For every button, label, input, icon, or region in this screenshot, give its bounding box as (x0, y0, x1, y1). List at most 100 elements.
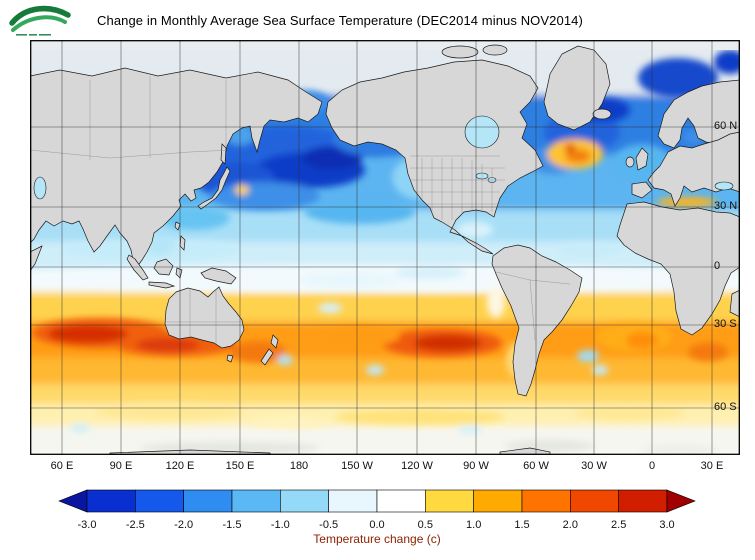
sst-anomaly-blob (414, 335, 482, 351)
sst-anomaly-blob (235, 185, 249, 195)
colorbar-segment (521, 489, 571, 513)
colorbar-arrow-right (666, 489, 696, 513)
colorbar-segment (425, 489, 474, 513)
land-sumatra (126, 254, 149, 281)
colorbar-arrow-left (58, 489, 88, 513)
ocean-band (30, 292, 740, 322)
land-australia (164, 286, 245, 349)
lon-label: 180 (289, 460, 309, 472)
land-iberia (631, 181, 653, 199)
colorbar-tick-label: -2.0 (174, 519, 193, 531)
sst-anomaly-blob (555, 243, 625, 257)
latitude-axis-labels: 60 N 30 N 0 30 S 60 S (714, 0, 754, 560)
sst-anomaly-blob (626, 332, 658, 348)
sst-anomaly-blob (250, 416, 330, 428)
colorbar-tick-label: 3.0 (659, 519, 674, 531)
land-new-zealand-south (260, 348, 274, 366)
land-ireland (625, 156, 635, 168)
colorbar-segment (86, 489, 136, 513)
sst-anomaly-blob (592, 365, 608, 375)
colorbar-segment (135, 489, 184, 513)
land-layer (30, 40, 740, 455)
sst-anomaly-blob (302, 146, 362, 170)
world-map (30, 40, 740, 455)
colorbar-tick-label: -1.0 (271, 519, 290, 531)
sst-anomaly-blob (487, 286, 505, 318)
lat-label: 60 N (714, 120, 738, 132)
land-new-zealand-north (270, 334, 279, 349)
sst-anomaly-blob (640, 445, 720, 455)
sst-anomaly-blob (320, 326, 400, 346)
land-sakhalin (220, 143, 227, 165)
sst-anomaly-blob (300, 272, 400, 288)
sst-anomaly-blob (48, 325, 128, 343)
lon-label: 90 W (463, 460, 489, 472)
sst-anomaly-blob (565, 144, 575, 152)
land-somalia (30, 245, 43, 272)
black-sea (714, 181, 734, 191)
land-taiwan (174, 221, 181, 231)
logo-icon (9, 5, 71, 36)
lon-label: 30 W (581, 460, 607, 472)
land-africa (616, 201, 740, 336)
colorbar-tick-label: 2.0 (563, 519, 578, 531)
lon-label: 60 E (50, 460, 74, 472)
lon-label: 120 W (401, 460, 433, 472)
eurasia-borders (30, 76, 271, 160)
colorbar-segment (473, 489, 523, 513)
colorbar-tick-label: -2.5 (126, 519, 145, 531)
ocean-band (30, 384, 740, 404)
sst-anomaly-blob (95, 404, 245, 420)
lon-label: 150 W (341, 460, 373, 472)
lon-label: 150 E (225, 460, 255, 472)
arctic-islands (441, 45, 479, 59)
land-north-america (325, 59, 544, 255)
colorbar-tick-label: -0.5 (319, 519, 338, 531)
land-new-guinea (200, 267, 237, 285)
colorbar-segment (618, 489, 668, 513)
colorbar: -3.0 -2.5 -2.0 -1.5 -1.0 -0.5 0.0 0.5 1.0 1.5 2.0 2… (57, 488, 697, 534)
land-java (148, 281, 176, 289)
colorbar-tick-label: 1.5 (514, 519, 529, 531)
north-america-borders (410, 155, 505, 220)
colorbar-tick-label: 0.5 (418, 519, 433, 531)
colorbar-tick-label: -3.0 (78, 519, 97, 531)
lon-label: 120 E (165, 460, 195, 472)
land-greenland (543, 45, 611, 131)
lat-label: 30 S (714, 318, 737, 330)
sst-anomaly-blob (305, 200, 415, 224)
sst-anomaly-blob (366, 365, 384, 375)
sst-anomaly-blob (230, 341, 286, 363)
land-iceland (592, 108, 612, 120)
caspian-sea (33, 176, 47, 200)
land-tasmania (226, 354, 234, 363)
lat-label: 30 N (714, 200, 738, 212)
ocean-band (30, 426, 740, 455)
sst-anomaly-blob (70, 424, 90, 432)
sst-anomaly-blob (458, 426, 482, 434)
agency-logo (8, 3, 80, 37)
land-eurasia (30, 67, 323, 268)
arctic-islands-east (482, 44, 508, 56)
arctic-strip (30, 40, 740, 50)
lat-label: 0 (714, 260, 721, 272)
lat-label: 60 S (714, 401, 737, 413)
lon-label: 60 W (523, 460, 549, 472)
colorbar-scale: -3.0 -2.5 -2.0 -1.5 -1.0 -0.5 0.0 0.5 1.0 1.5 2.0 2… (58, 489, 696, 531)
colorbar-segment (280, 489, 329, 513)
colorbar-tick-label: 1.0 (466, 519, 481, 531)
colorbar-tick-label: 0.0 (369, 519, 384, 531)
sst-anomaly-blob (318, 303, 342, 313)
lon-label: 90 E (109, 460, 133, 472)
lon-label: 0 (648, 460, 656, 472)
sst-anomaly-blob (335, 409, 505, 425)
sst-anomaly-blob (575, 406, 685, 420)
land-philippines (179, 235, 186, 251)
graticule (30, 40, 740, 455)
sst-anomaly-blob (136, 338, 200, 352)
sst-anomaly-blob (277, 355, 293, 365)
sst-anomaly-blob (577, 350, 599, 362)
map-plot (30, 40, 740, 455)
sst-anomaly-blob (210, 182, 320, 210)
